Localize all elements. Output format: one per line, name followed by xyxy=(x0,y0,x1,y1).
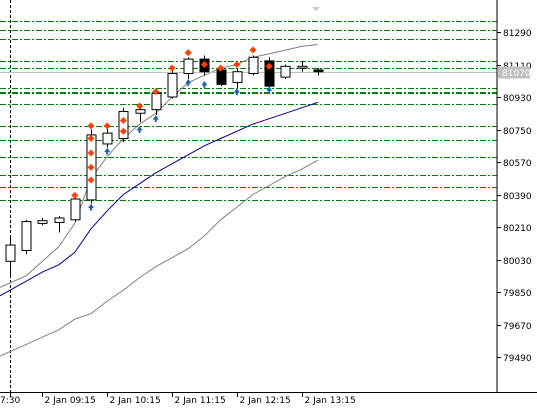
blue-arrow-marker-icon xyxy=(233,88,240,96)
candle xyxy=(280,64,291,79)
candle-body xyxy=(183,58,194,75)
signal-markers xyxy=(71,46,273,211)
candle xyxy=(313,68,324,76)
blue-arrow-marker-icon xyxy=(185,79,192,87)
price-tick-label: 80750 xyxy=(503,127,532,137)
candle-body xyxy=(70,198,81,221)
candle-body xyxy=(5,244,16,262)
time-tick-label: 2 Jan 10:15 xyxy=(110,396,161,406)
blue-arrow-marker-icon xyxy=(152,115,159,123)
red-diamond-marker-icon xyxy=(119,116,127,124)
blue-arrow-marker-icon xyxy=(136,126,143,133)
red-diamond-marker-icon xyxy=(200,61,208,68)
time-tick-label: 7:30 xyxy=(0,396,20,406)
candle-body xyxy=(264,60,275,87)
blue-arrow-marker-icon xyxy=(104,147,111,155)
candle-body xyxy=(297,65,308,69)
series-line-lower-band xyxy=(0,159,319,357)
candle xyxy=(216,68,227,87)
price-tick-label: 80570 xyxy=(503,159,532,169)
candle-body xyxy=(135,109,146,114)
current-price-tag-label: 81070 xyxy=(502,69,531,79)
red-diamond-marker-icon xyxy=(119,127,127,135)
series-line-upper-band xyxy=(0,44,318,288)
series-line-moving-average xyxy=(0,101,318,297)
red-diamond-marker-icon xyxy=(87,149,95,157)
candle xyxy=(297,60,308,72)
candle xyxy=(264,57,275,87)
price-tick-label: 79490 xyxy=(503,354,532,364)
blue-arrow-marker-icon xyxy=(88,203,94,211)
red-diamond-marker-icon xyxy=(265,62,273,70)
candle-body xyxy=(54,217,65,223)
candle xyxy=(70,194,81,222)
candle xyxy=(232,68,243,88)
time-tick-label: 2 Jan 11:15 xyxy=(175,396,226,406)
candle-body xyxy=(313,69,324,73)
red-diamond-marker-icon xyxy=(152,88,160,96)
candle xyxy=(37,217,48,226)
candle-body xyxy=(21,221,32,251)
candle-body xyxy=(37,220,48,224)
current-price-tag-box xyxy=(498,66,530,79)
current-price-tag: 81070 xyxy=(498,66,531,79)
red-diamond-marker-icon xyxy=(217,64,225,72)
red-diamond-marker-icon xyxy=(87,163,95,171)
price-tick-label: 80030 xyxy=(503,257,532,267)
candle-body xyxy=(232,71,243,84)
blue-arrow-marker-icon xyxy=(266,86,273,94)
red-diamond-marker-icon xyxy=(87,135,95,143)
candle-body xyxy=(216,69,227,85)
blue-arrow-marker-icon xyxy=(201,80,208,88)
candle xyxy=(5,237,16,276)
red-diamond-marker-icon xyxy=(103,122,111,130)
red-diamond-marker-icon xyxy=(87,176,95,184)
time-tick-label: 2 Jan 12:15 xyxy=(240,396,291,406)
candle xyxy=(248,55,259,76)
time-tick-label: 2 Jan 09:15 xyxy=(45,396,96,406)
candle-body xyxy=(167,73,178,98)
candle xyxy=(118,107,129,143)
price-tick-label: 79850 xyxy=(503,289,532,299)
candle-body xyxy=(102,132,113,145)
price-tick-label: 81290 xyxy=(503,29,532,39)
red-diamond-marker-icon xyxy=(168,64,176,72)
time-axis-ticks: 7:30 2 Jan 09:15 2 Jan 10:15 2 Jan 11:15 2 J… xyxy=(0,392,356,406)
candle-body xyxy=(151,92,162,111)
candle-body xyxy=(280,65,291,78)
red-diamond-marker-icon xyxy=(184,49,192,57)
time-tick-label: 2 Jan 13:15 xyxy=(305,396,356,406)
red-diamond-marker-icon xyxy=(249,46,257,54)
price-tick-label: 80390 xyxy=(503,192,532,202)
candle xyxy=(102,127,113,148)
red-diamond-marker-icon xyxy=(233,61,241,68)
candle-body xyxy=(248,56,259,75)
red-diamond-marker-icon xyxy=(71,191,79,199)
scroll-indicator-icon[interactable] xyxy=(312,7,320,11)
candle xyxy=(21,219,32,255)
candle xyxy=(135,106,146,123)
price-tick-label: 79670 xyxy=(503,322,532,332)
candle xyxy=(167,69,178,99)
red-diamond-marker-icon xyxy=(87,122,95,130)
price-tick-label: 80930 xyxy=(503,94,532,104)
candle xyxy=(183,57,194,79)
red-diamond-marker-icon xyxy=(136,102,144,110)
candle xyxy=(54,216,65,233)
indicator-lines xyxy=(0,44,319,357)
price-tick-label: 80210 xyxy=(503,224,532,234)
candle-body xyxy=(118,110,129,140)
